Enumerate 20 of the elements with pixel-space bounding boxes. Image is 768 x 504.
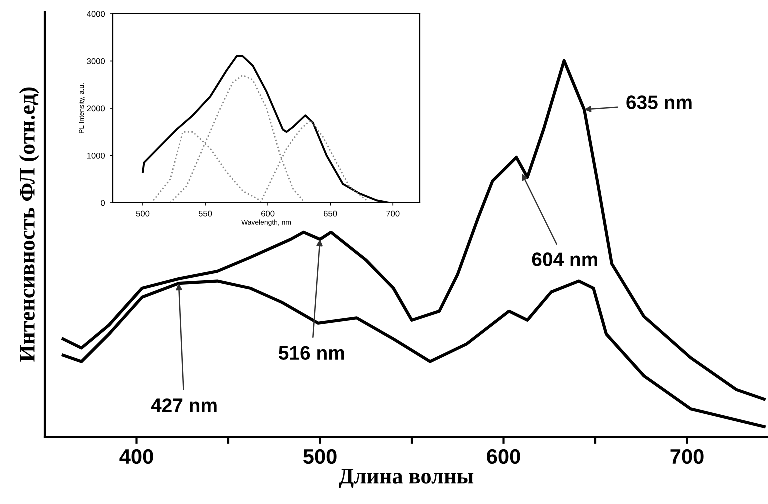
x-tick-label: 600 [487, 449, 520, 464]
x-tick-label: 700 [670, 449, 704, 464]
x-tick-label: 400 [120, 449, 154, 464]
y-tick-label: 2000 [87, 106, 106, 112]
x-tick-label: 500 [136, 210, 150, 217]
annotation: 635 nm [626, 96, 692, 110]
annotation: 604 nm [532, 252, 598, 266]
annotation: 427 nm [151, 398, 217, 412]
x-tick-label: 600 [262, 210, 275, 217]
y-tick-label: 0 [101, 200, 106, 206]
y-tick-label: 4000 [87, 11, 106, 18]
x-axis-title: Длина волны [338, 469, 474, 488]
x-tick-label: 700 [386, 210, 400, 217]
x-tick-label: 650 [324, 210, 338, 217]
annotation: 516 nm [279, 346, 344, 360]
x-tick-label: 500 [304, 449, 337, 464]
y-axis-title: Интенсивность ФЛ (отн.ед) [19, 88, 40, 362]
y-tick-label: 1000 [87, 152, 106, 159]
y-tick-label: 3000 [87, 58, 106, 64]
x-tick-label: 550 [198, 210, 212, 217]
